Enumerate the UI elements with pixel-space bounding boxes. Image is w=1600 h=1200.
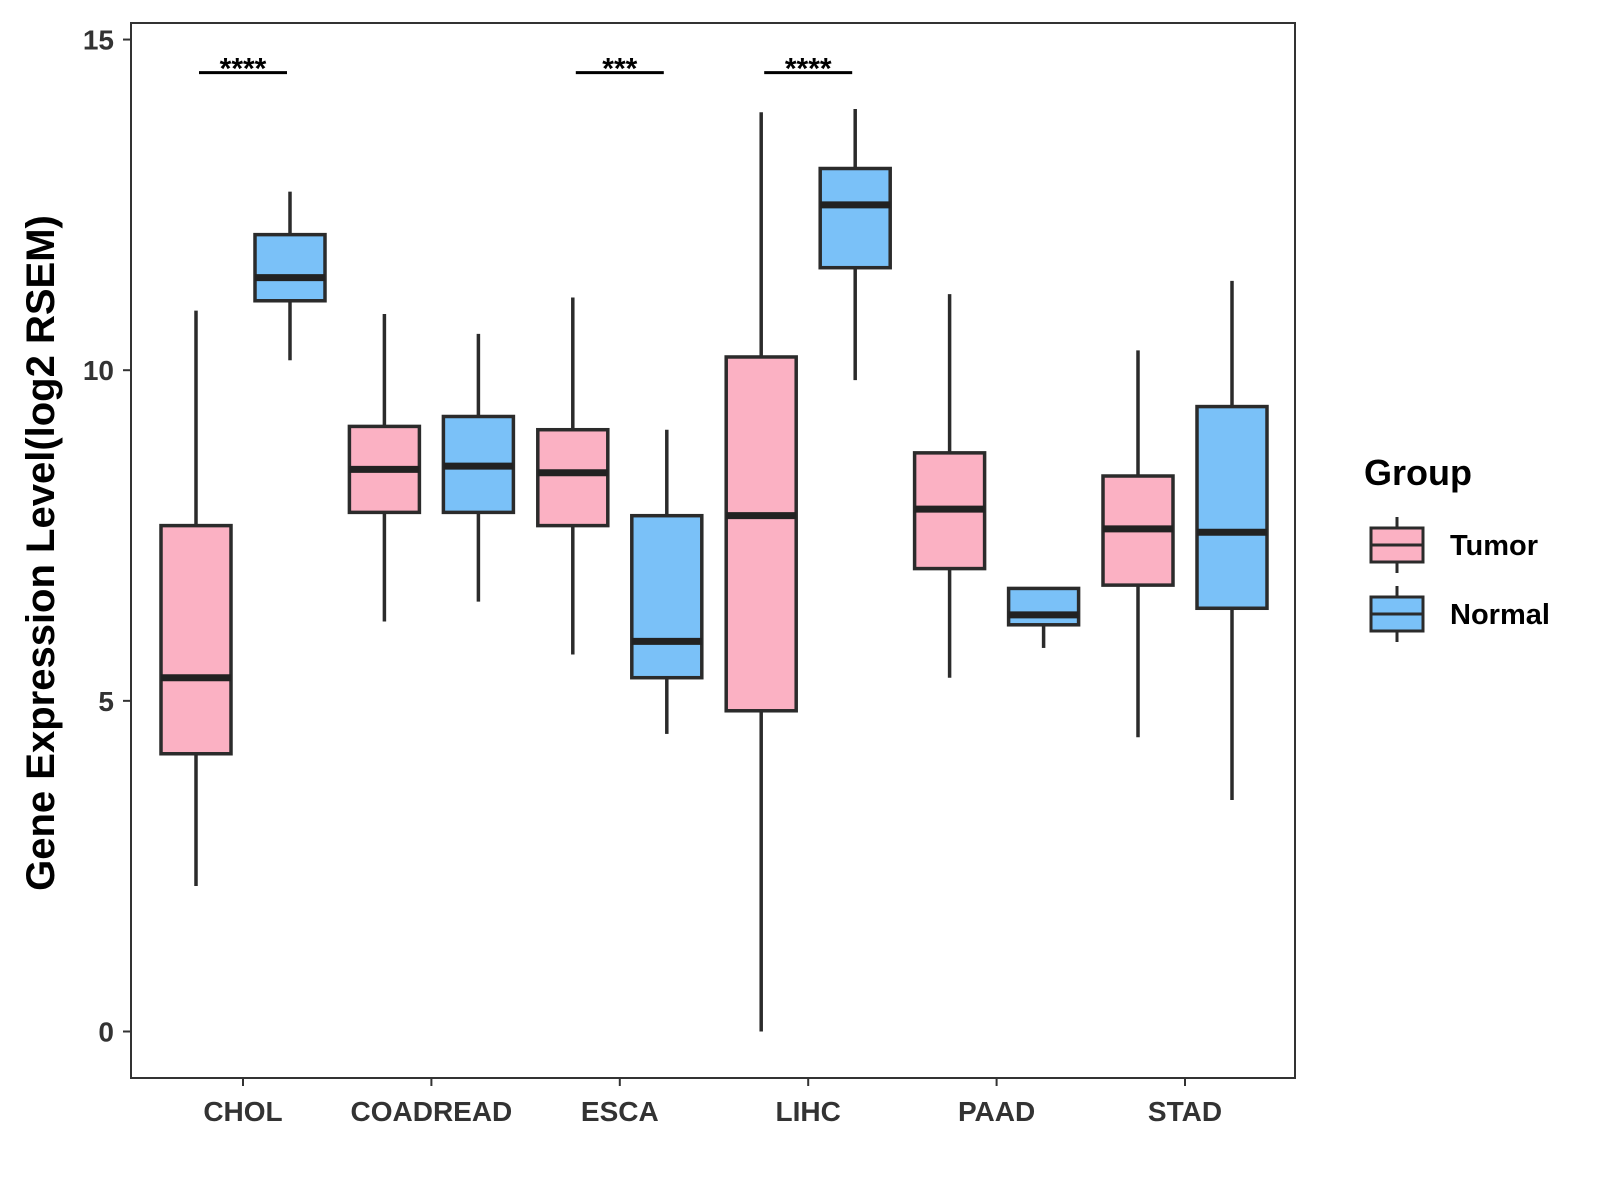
x-tick-label: LIHC [776, 1096, 841, 1127]
box-body [818, 166, 892, 270]
box-tumor-coadread [347, 313, 422, 622]
legend-item-tumor: Tumor [1369, 517, 1538, 573]
box-body [724, 355, 798, 713]
legend-item-normal: Normal [1369, 586, 1550, 642]
boxes-layer [159, 108, 1269, 1032]
x-tick-label: STAD [1148, 1096, 1222, 1127]
legend-label: Normal [1450, 599, 1550, 631]
box-tumor-esca [536, 297, 610, 655]
significance-label: **** [220, 53, 267, 86]
box-body [1006, 586, 1081, 627]
box-normal-coadread [441, 333, 516, 602]
box-normal-stad [1195, 280, 1269, 801]
box-tumor-stad [1101, 350, 1175, 738]
box-body [253, 232, 327, 303]
box-normal-chol [253, 191, 327, 361]
x-tick-label: PAAD [958, 1096, 1035, 1127]
box-body [536, 427, 610, 528]
plot-panel [130, 22, 1296, 1079]
box-body [159, 523, 233, 756]
x-tick-label: ESCA [581, 1096, 659, 1127]
y-axis: 0 5 10 15 [83, 25, 131, 1048]
box-tumor-chol [159, 310, 233, 887]
x-tick-label: COADREAD [351, 1096, 513, 1127]
box-normal-paad [1006, 586, 1081, 648]
significance-layer: **** *** **** [199, 53, 853, 86]
y-tick-label: 15 [83, 25, 114, 56]
box-normal-esca [630, 429, 704, 734]
y-tick-label: 10 [83, 355, 114, 386]
y-tick-label: 5 [98, 686, 114, 717]
significance-label: **** [785, 53, 832, 86]
y-tick-label: 0 [98, 1017, 114, 1048]
box-body [630, 513, 704, 680]
legend-title: Group [1364, 452, 1472, 493]
box-tumor-paad [912, 294, 987, 678]
x-tick-label: CHOL [203, 1096, 282, 1127]
significance-label: *** [602, 53, 637, 86]
legend-label: Tumor [1450, 530, 1538, 562]
y-axis-title: Gene Expression Level(log2 RSEM) [19, 215, 63, 891]
x-axis: CHOL COADREAD ESCA LIHC PAAD STAD [203, 1078, 1222, 1127]
box-tumor-lihc [724, 112, 798, 1032]
box-normal-lihc [818, 108, 892, 381]
box-body [1195, 404, 1269, 611]
legend: Group Tumor Normal [1364, 452, 1550, 642]
